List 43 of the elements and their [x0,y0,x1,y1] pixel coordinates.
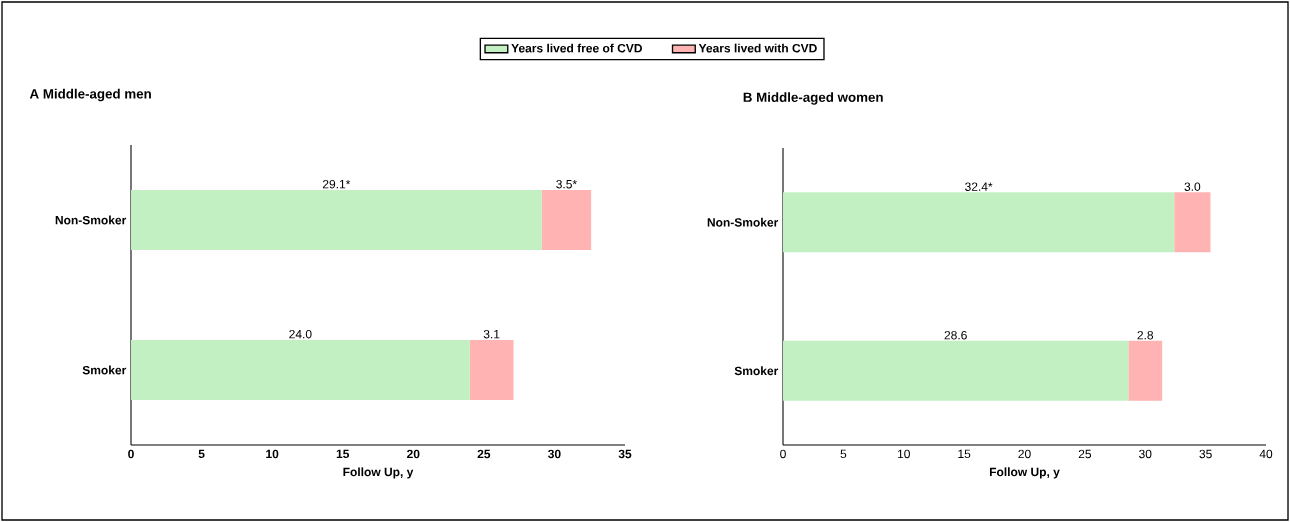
y-tick-label: Smoker [734,366,779,376]
bar [1174,192,1211,253]
x-tick-label: 35 [1199,449,1212,459]
x-tick-label: 30 [1139,449,1152,459]
data-label: 32.4* [965,182,993,191]
x-tick-label: 40 [1259,449,1273,459]
x-tick-label: 25 [477,449,491,459]
y-tick-label: Non-Smoker [55,215,127,225]
chart-title: A Middle-aged men [29,88,151,102]
bar [783,192,1175,253]
x-tick-label: 20 [1018,449,1031,459]
x-tick-label: 15 [958,449,971,459]
data-label: 28.6 [944,330,967,340]
x-tick-label: 0 [780,449,786,459]
x-tick-label: 5 [198,449,205,459]
x-axis-title: Follow Up, y [989,467,1060,479]
y-tick-label: Non-Smoker [707,217,779,227]
x-tick-label: 25 [1078,449,1092,459]
x-tick-label: 20 [407,449,420,459]
data-label: 2.8 [1137,330,1154,340]
bar [541,190,592,250]
data-label: 29.1* [322,179,351,189]
chart-title: B Middle-aged women [743,92,883,105]
x-tick-label: 0 [128,449,134,459]
legend-label: Years lived with CVD [698,43,817,53]
bar [1128,340,1163,401]
legend-label: Years lived free of CVD [511,43,642,53]
bar [783,340,1129,401]
bar [469,340,514,400]
x-tick-label: 15 [336,449,350,459]
data-label: 3.5* [556,179,577,189]
data-label: 24.0 [289,329,312,339]
bar [131,190,542,250]
data-label: 3.1 [483,329,500,339]
x-axis-title: Follow Up, y [343,467,414,479]
bar [131,340,470,400]
x-tick-label: 10 [266,449,279,459]
x-tick-label: 35 [618,449,632,459]
x-tick-label: 10 [898,449,910,459]
data-label: 3.0 [1184,182,1201,191]
x-tick-label: 30 [548,449,561,459]
x-tick-label: 5 [840,449,847,459]
y-tick-label: Smoker [82,365,127,375]
